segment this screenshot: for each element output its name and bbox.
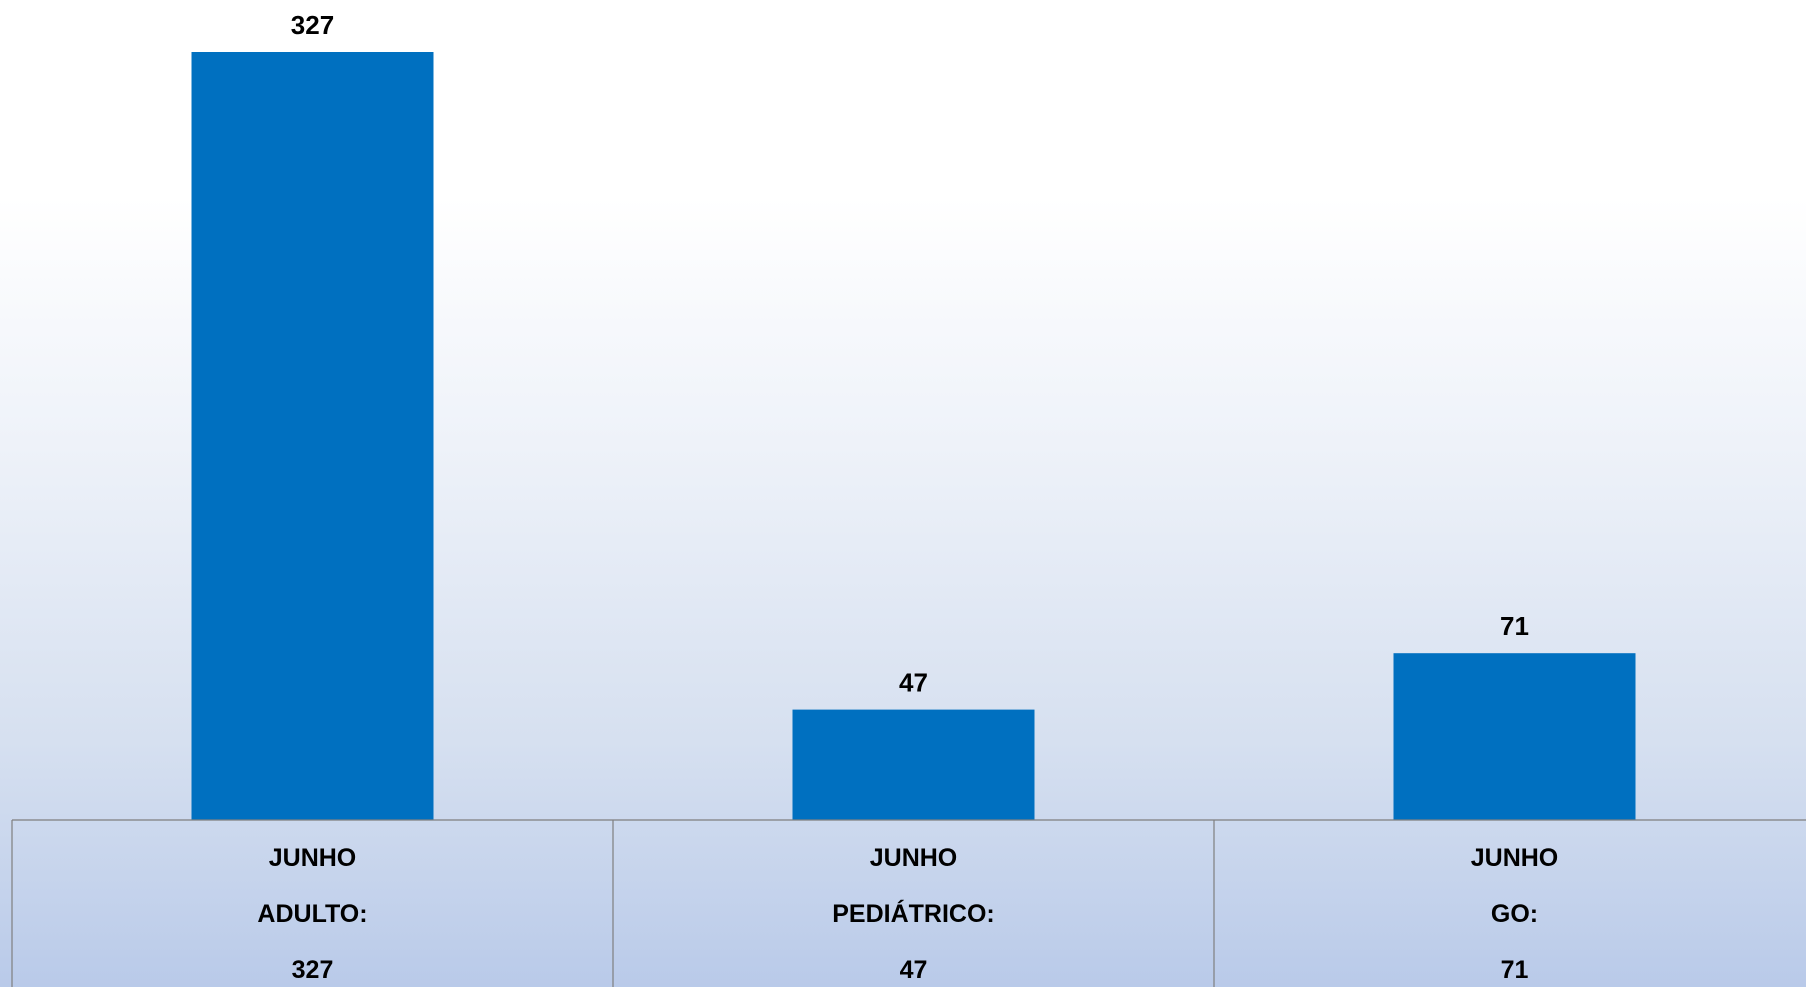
category-label-3-line-2: GO: [1491,900,1538,928]
category-label-1-line-1: JUNHO [269,844,357,872]
category-label-2-line-3: 47 [900,956,928,984]
category-label-3-line-1: JUNHO [1471,844,1559,872]
bar-1 [191,52,434,820]
data-label-2: 47 [899,668,928,698]
data-label-1: 327 [291,10,334,40]
bars-layer [191,52,1636,820]
bar-2 [792,709,1035,820]
bar-3 [1393,653,1636,820]
category-table: JUNHO ADULTO: 327 JUNHO PEDIÁTRICO: 47 JUNHO GO… [11,819,1806,987]
category-label-3-line-3: 71 [1501,956,1529,984]
data-label-3: 71 [1500,611,1529,641]
category-label-1-line-2: ADULTO: [257,900,367,928]
category-label-2-line-2: PEDIÁTRICO: [832,899,995,928]
category-label-1-line-3: 327 [292,956,334,984]
data-labels-layer: 327 47 71 [291,10,1529,698]
category-label-2-line-1: JUNHO [870,844,958,872]
